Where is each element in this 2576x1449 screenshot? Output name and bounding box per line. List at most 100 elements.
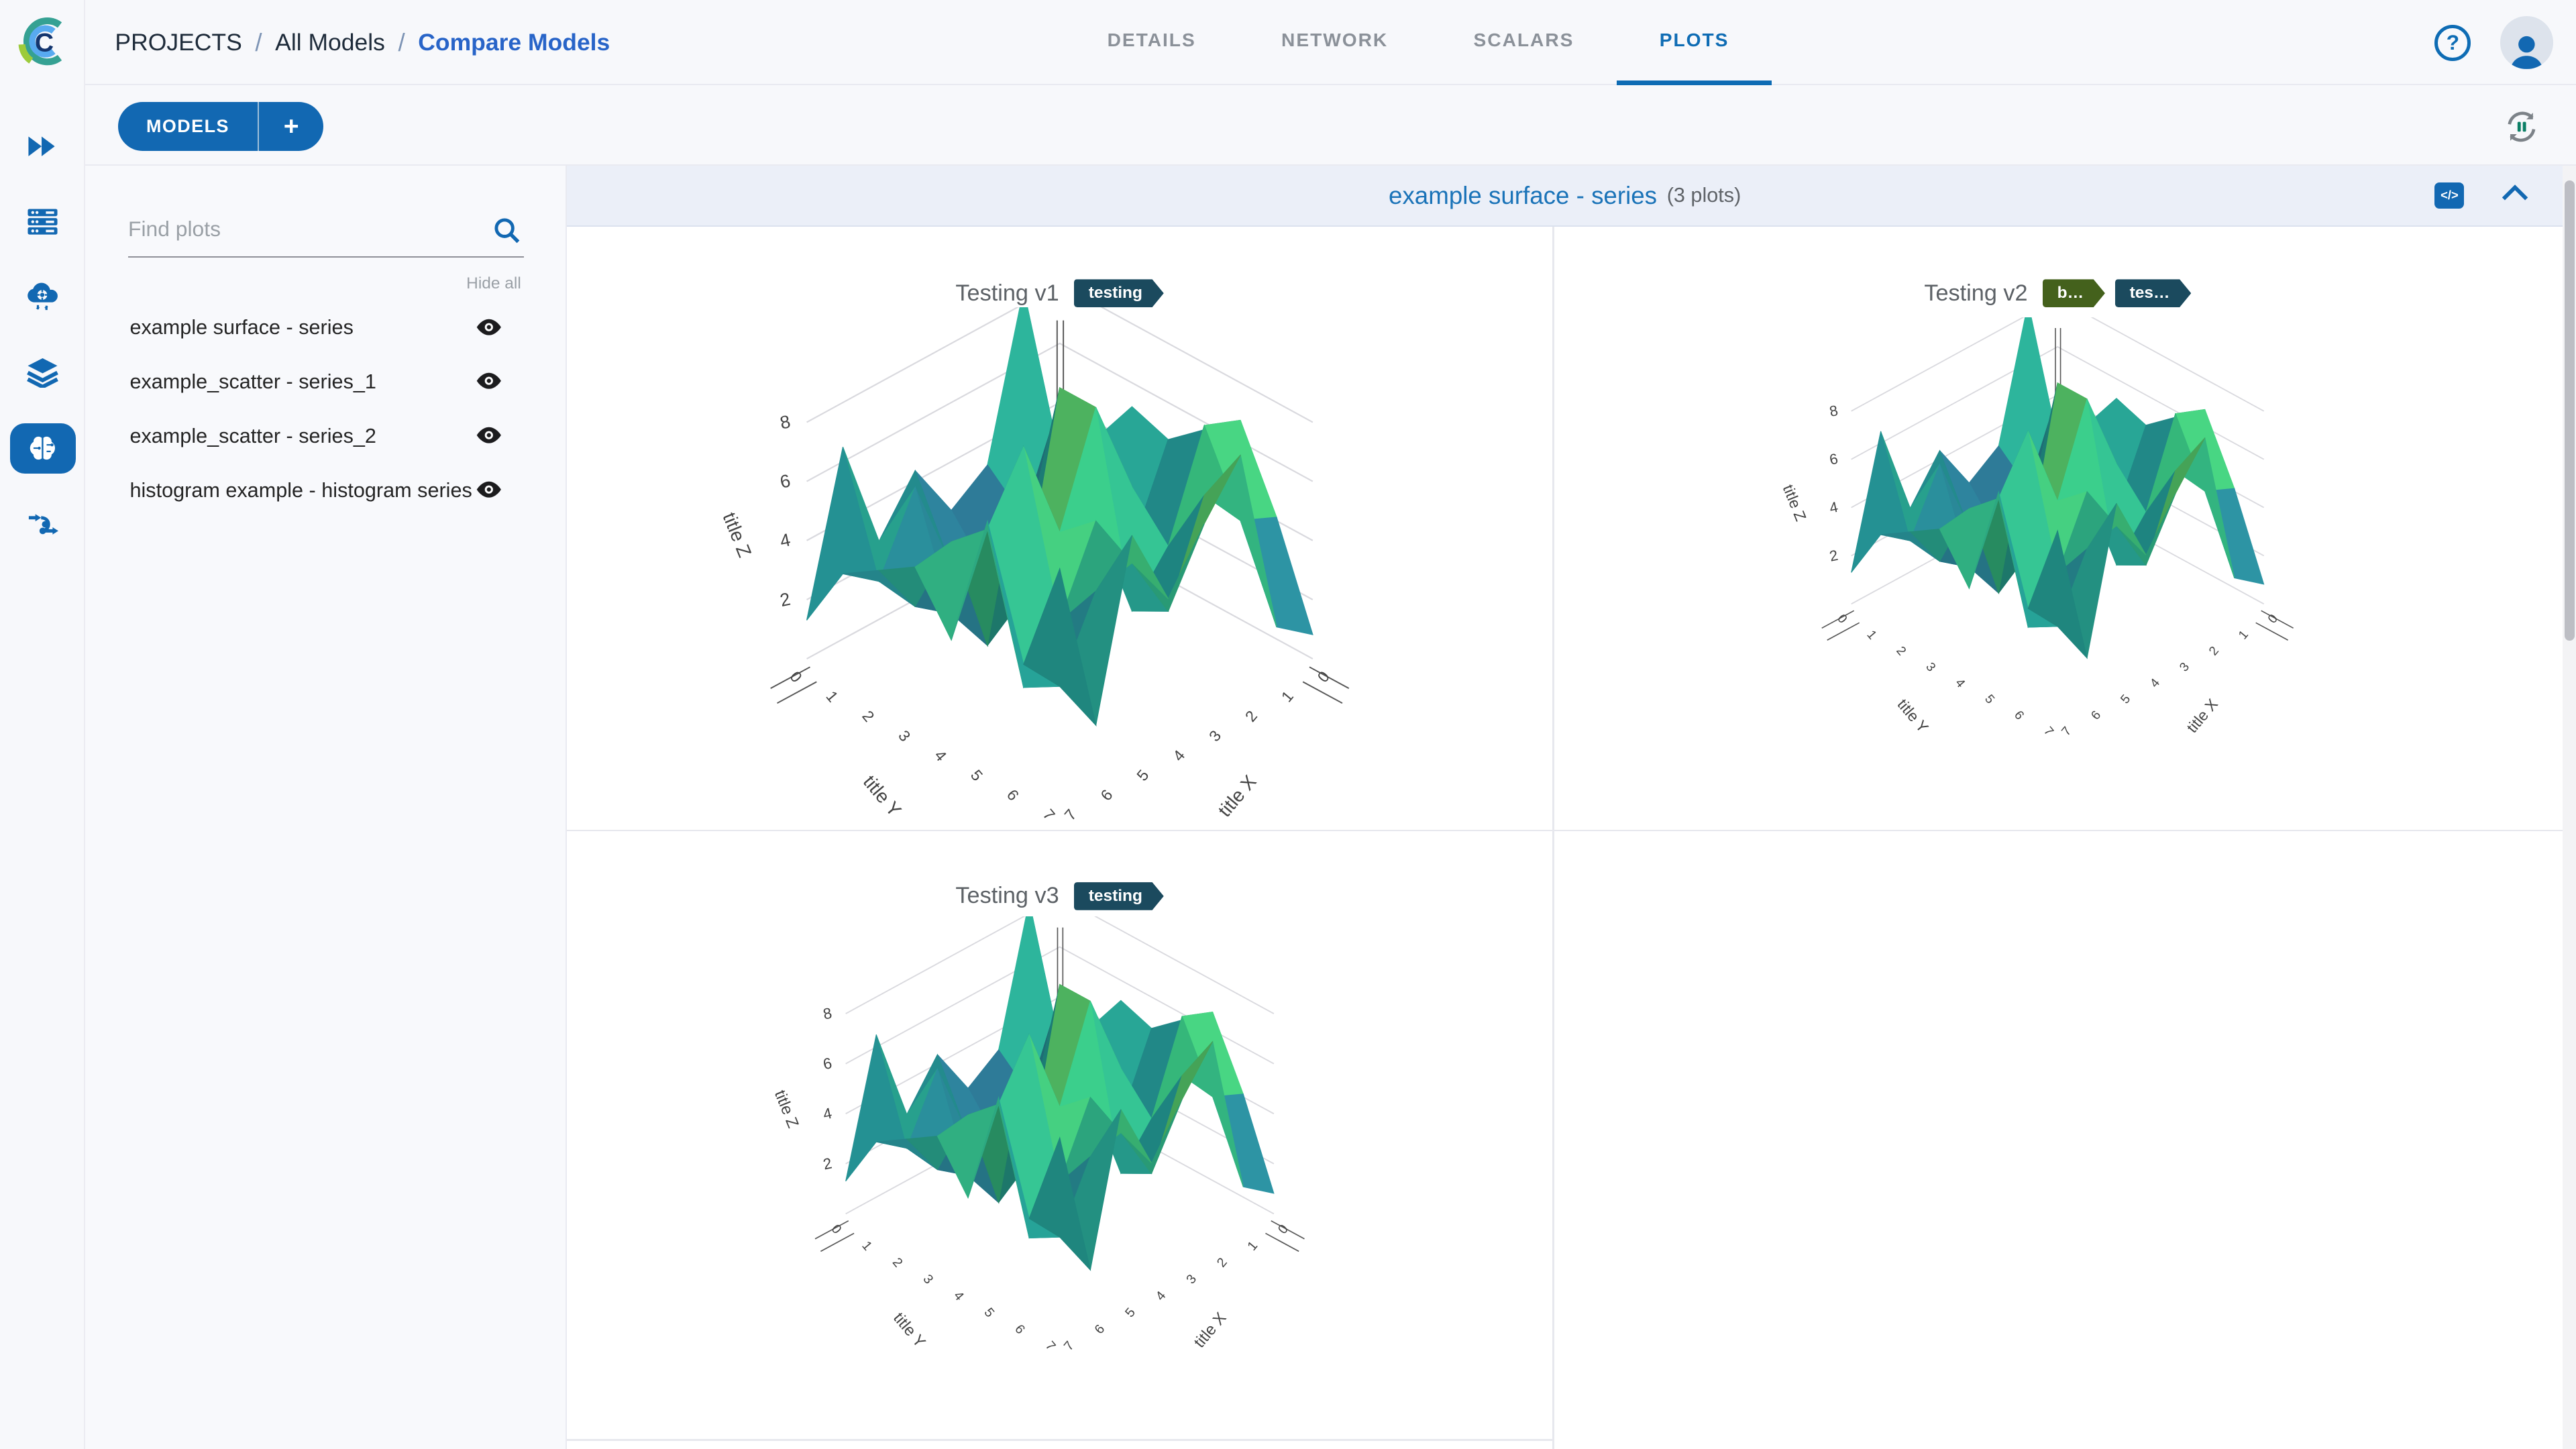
svg-text:1: 1 — [1278, 688, 1297, 706]
rail-item-pipelines[interactable] — [0, 486, 85, 562]
breadcrumb-projects[interactable]: PROJECTS — [115, 29, 242, 56]
svg-text:3: 3 — [895, 727, 914, 745]
svg-text:8: 8 — [821, 1004, 833, 1023]
svg-text:2: 2 — [1242, 707, 1260, 725]
svg-text:3: 3 — [2177, 659, 2192, 674]
plot-list-item[interactable]: histogram example - histogram series — [85, 464, 566, 518]
vertical-scrollbar[interactable] — [2563, 166, 2576, 1449]
tab-scalars[interactable]: SCALARS — [1473, 30, 1574, 51]
svg-text:2: 2 — [1214, 1255, 1230, 1271]
scrollbar-thumb[interactable] — [2564, 180, 2575, 641]
clearml-logo-icon[interactable]: C — [15, 13, 70, 69]
svg-text:C: C — [35, 28, 54, 57]
svg-text:4: 4 — [1952, 676, 1968, 690]
help-icon[interactable]: ? — [2434, 24, 2471, 61]
svg-text:5: 5 — [1122, 1305, 1138, 1321]
button-divider — [257, 101, 259, 152]
svg-text:5: 5 — [2118, 692, 2134, 706]
tab-network[interactable]: NETWORK — [1281, 30, 1389, 51]
svg-text:4: 4 — [931, 747, 950, 765]
plot-list-item-label: example_scatter - series_2 — [129, 424, 376, 447]
model-tag[interactable]: testing — [1074, 882, 1164, 910]
svg-text:4: 4 — [2147, 676, 2163, 690]
tab-plots[interactable]: PLOTS — [1617, 0, 1772, 86]
model-tag[interactable]: tes… — [2115, 279, 2192, 307]
svg-text:0: 0 — [2265, 612, 2281, 627]
app-rail: C — [0, 0, 86, 1449]
rail-item-queues[interactable] — [0, 184, 85, 260]
embed-code-button[interactable]: </> — [2434, 182, 2465, 209]
eye-visibility-icon[interactable] — [475, 480, 503, 499]
svg-text:0: 0 — [828, 1222, 844, 1238]
svg-text:2: 2 — [1893, 644, 1909, 659]
svg-text:title Z: title Z — [771, 1088, 802, 1131]
tab-details[interactable]: DETAILS — [1107, 30, 1196, 51]
model-tag[interactable]: b… — [2043, 279, 2105, 307]
svg-text:7: 7 — [1042, 1339, 1059, 1354]
svg-text:title Y: title Y — [1894, 695, 1933, 735]
breadcrumb-compare-models[interactable]: Compare Models — [418, 29, 610, 56]
svg-text:3: 3 — [1183, 1272, 1199, 1287]
model-tag[interactable]: testing — [1074, 279, 1164, 307]
user-avatar[interactable] — [2500, 16, 2553, 69]
toolbar-row: MODELS + — [85, 85, 2576, 166]
breadcrumb-separator: / — [398, 28, 405, 56]
svg-text:3: 3 — [1205, 727, 1224, 745]
svg-text:2: 2 — [778, 589, 792, 610]
models-split-button[interactable]: MODELS + — [118, 101, 324, 152]
rail-item-models[interactable] — [0, 411, 85, 486]
search-input[interactable] — [128, 210, 474, 249]
add-model-button[interactable]: + — [283, 111, 299, 141]
svg-text:2: 2 — [859, 707, 877, 725]
svg-text:6: 6 — [1091, 1322, 1108, 1338]
svg-text:0: 0 — [1275, 1222, 1291, 1238]
hide-all-link[interactable]: Hide all — [466, 274, 521, 292]
rail-item-datasets[interactable] — [0, 335, 85, 411]
svg-text:8: 8 — [778, 411, 792, 433]
svg-text:2: 2 — [821, 1155, 833, 1173]
svg-text:1: 1 — [822, 688, 841, 706]
eye-visibility-icon[interactable] — [475, 317, 503, 337]
svg-text:4: 4 — [1169, 747, 1188, 765]
svg-text:1: 1 — [1864, 628, 1880, 643]
svg-text:8: 8 — [1828, 402, 1839, 420]
svg-text:title Z: title Z — [1780, 482, 1810, 523]
breadcrumb-all-models[interactable]: All Models — [275, 29, 385, 56]
svg-text:4: 4 — [778, 529, 792, 551]
svg-text:3: 3 — [920, 1272, 936, 1287]
workers-icon — [10, 272, 76, 323]
datasets-icon — [10, 347, 76, 398]
svg-text:7: 7 — [1061, 806, 1079, 824]
eye-visibility-icon[interactable] — [475, 371, 503, 390]
top-bar: PROJECTS / All Models / Compare Models D… — [0, 0, 2576, 86]
svg-text:0: 0 — [1314, 667, 1333, 686]
search-icon[interactable] — [493, 217, 521, 245]
plot-list-item[interactable]: example surface - series — [85, 301, 566, 355]
rail-item-projects[interactable] — [0, 109, 85, 184]
svg-text:1: 1 — [1244, 1239, 1260, 1254]
svg-text:5: 5 — [1982, 692, 1997, 706]
svg-text:title Z: title Z — [718, 510, 755, 560]
eye-visibility-icon[interactable] — [475, 425, 503, 445]
breadcrumb: PROJECTS / All Models / Compare Models — [115, 0, 610, 85]
plot-list-item[interactable]: example_scatter - series_2 — [85, 409, 566, 464]
svg-text:6: 6 — [1828, 450, 1839, 468]
svg-text:6: 6 — [821, 1055, 833, 1073]
plot-list-item[interactable]: example_scatter - series_1 — [85, 355, 566, 409]
rail-item-workers[interactable] — [0, 260, 85, 335]
plots-sidebar: Hide all example surface - series exampl… — [85, 166, 567, 1449]
models-button-label[interactable]: MODELS — [146, 116, 229, 137]
svg-text:0: 0 — [1835, 612, 1850, 627]
plot-list-item-label: example surface - series — [129, 316, 354, 339]
svg-text:7: 7 — [2041, 724, 2056, 739]
svg-text:title X: title X — [1190, 1309, 1230, 1352]
queues-icon — [10, 197, 76, 248]
auto-refresh-pause-icon[interactable] — [2504, 109, 2540, 145]
plot-count: (3 plots) — [1666, 184, 1741, 207]
collapse-chevron-icon[interactable] — [2500, 182, 2530, 202]
svg-text:7: 7 — [1040, 806, 1059, 824]
